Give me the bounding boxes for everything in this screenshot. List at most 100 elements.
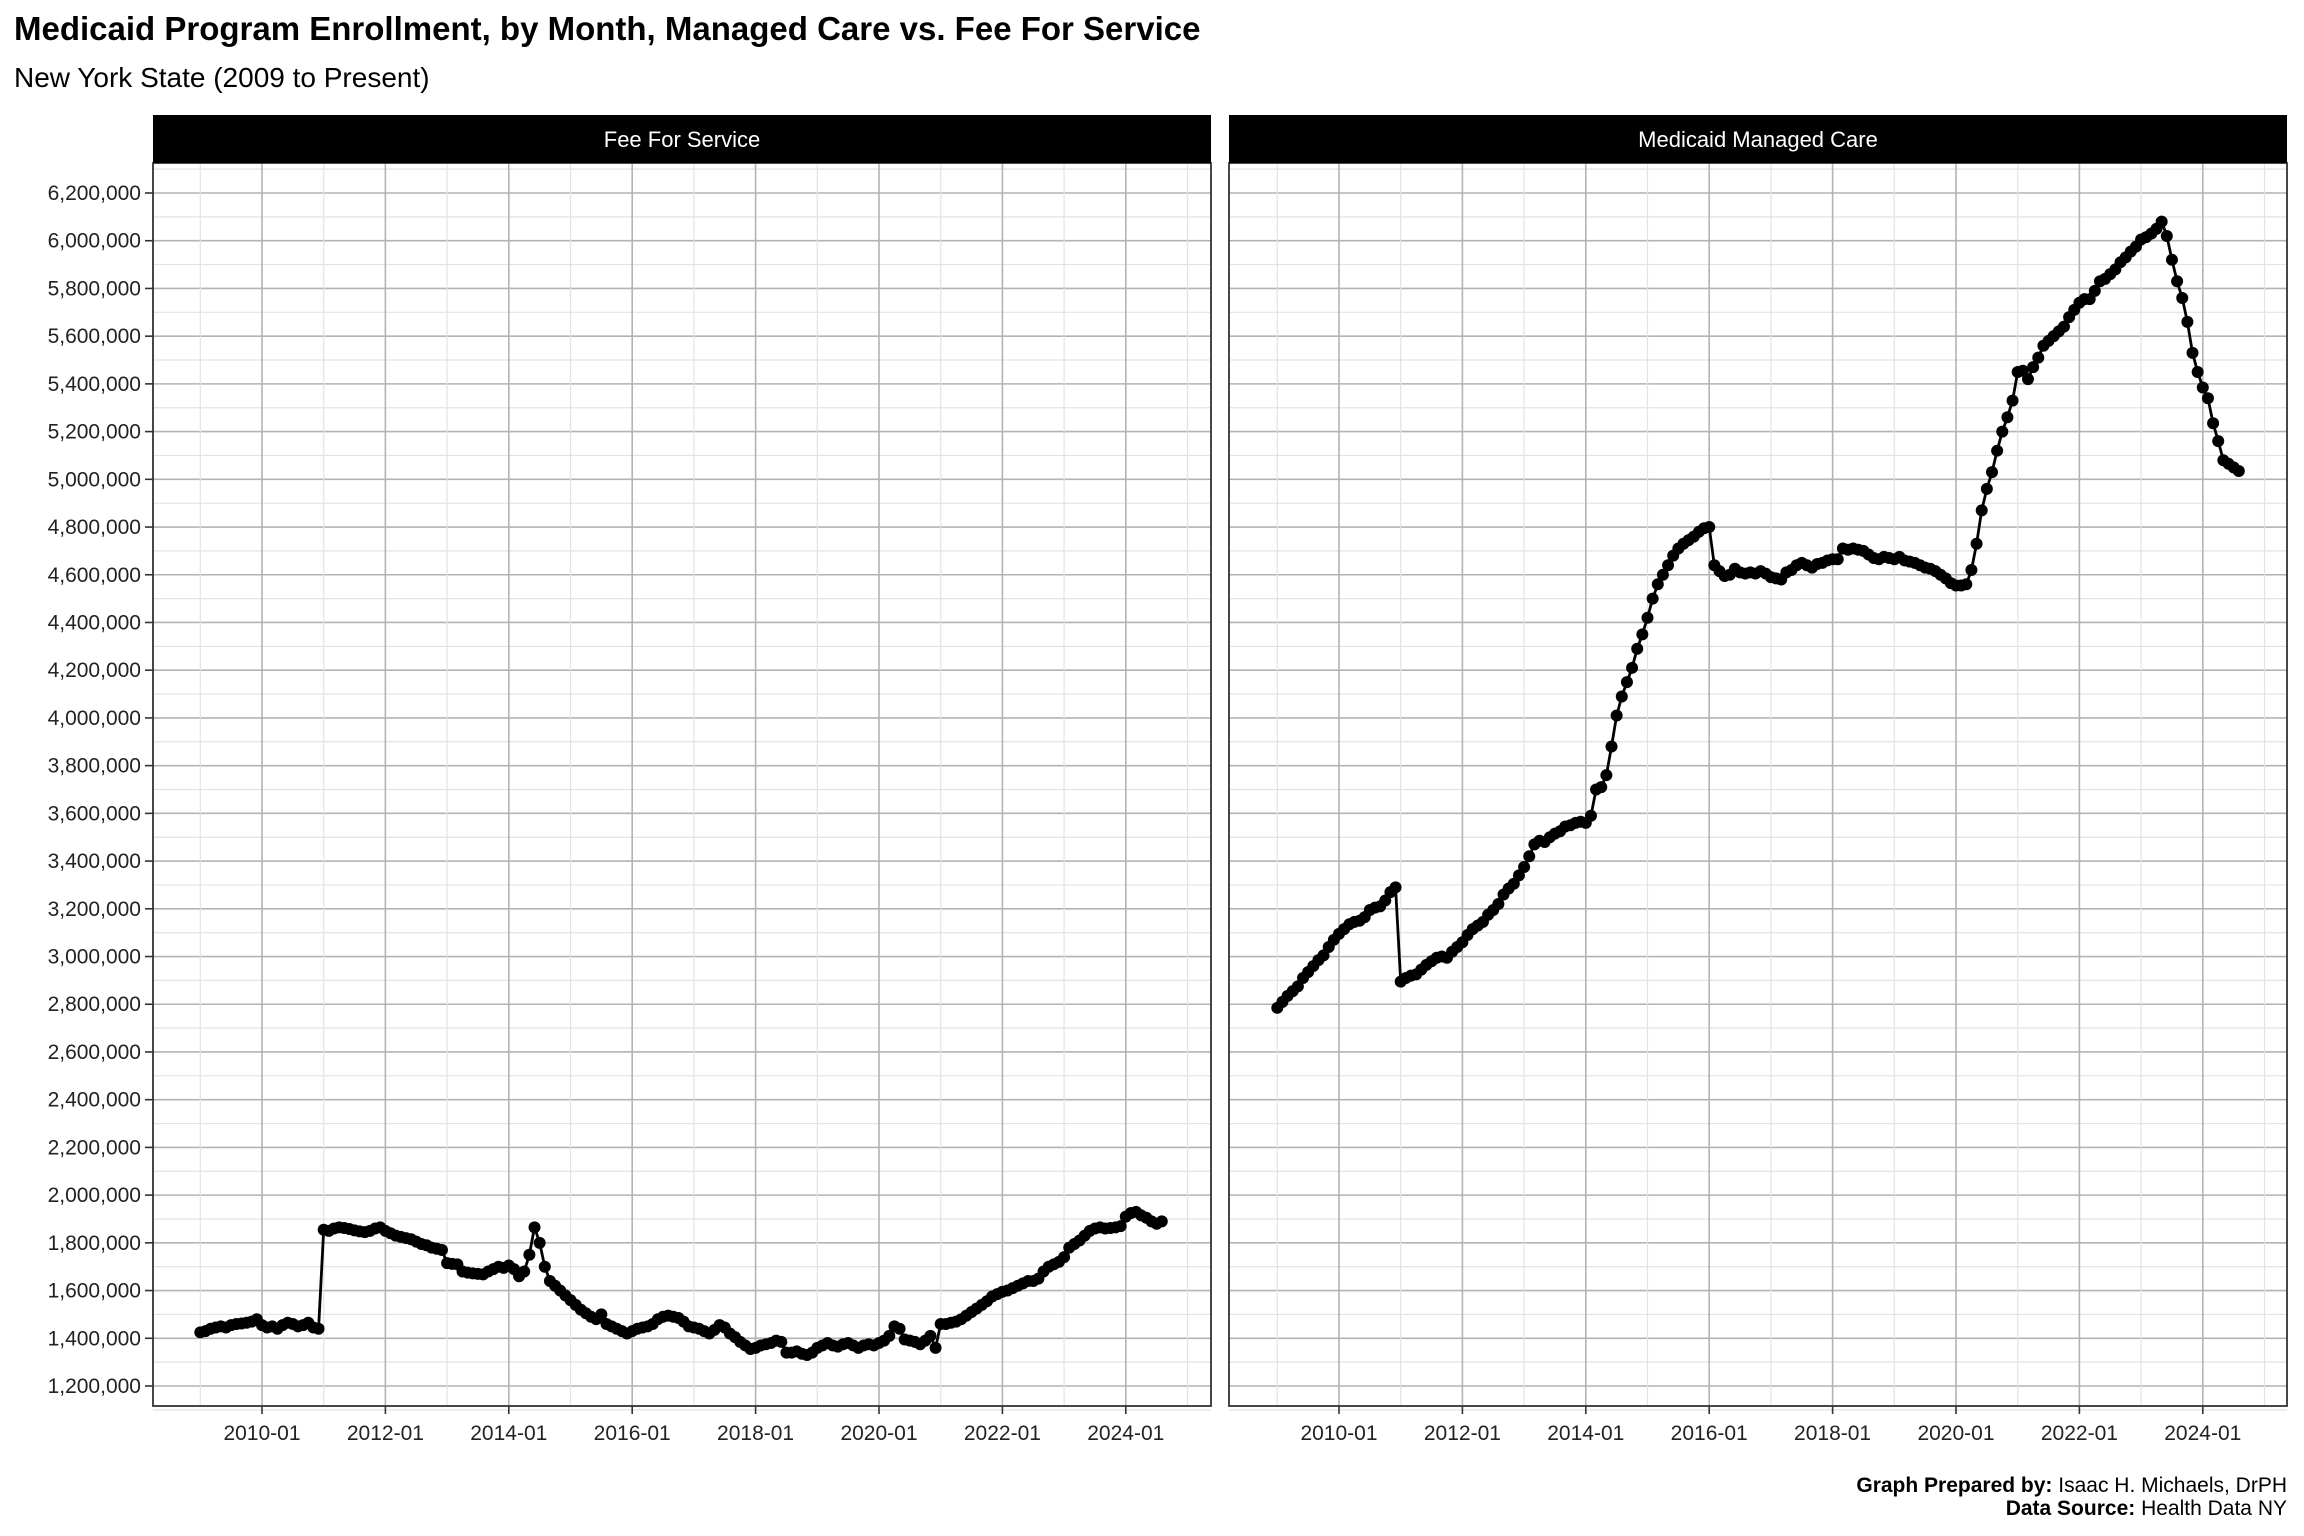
facet-strip-label: Fee For Service <box>604 127 761 152</box>
y-tick-label: 1,200,000 <box>48 1375 141 1398</box>
panel-fee-for-service: Fee For Service 2010-01 2012-01 2014-01 2016… <box>152 115 1212 1445</box>
x-tick-label: 2018-01 <box>1794 1422 1871 1445</box>
data-point <box>2165 253 2178 266</box>
data-point <box>1114 1220 1127 1233</box>
data-point <box>1523 850 1536 863</box>
data-point <box>1626 661 1639 674</box>
data-point <box>2027 361 2040 374</box>
data-point <box>2057 320 2070 333</box>
prepared-by: Graph Prepared by: Isaac H. Michaels, Dr… <box>1856 1474 2287 1498</box>
y-tick-label: 2,000,000 <box>48 1184 141 1207</box>
x-tick-label: 2022-01 <box>964 1422 1041 1445</box>
data-point <box>2191 365 2204 378</box>
x-tick-label: 2014-01 <box>470 1422 547 1445</box>
facet-strip <box>153 115 1211 163</box>
panel-background <box>1229 163 2287 1406</box>
data-point <box>2155 215 2168 228</box>
data-source: Data Source: Health Data NY <box>2006 1497 2287 1521</box>
data-point <box>1058 1251 1071 1264</box>
data-point <box>1492 898 1505 911</box>
data-point <box>1985 466 1998 479</box>
data-point <box>1991 444 2004 457</box>
chart-title: Medicaid Program Enrollment, by Month, M… <box>14 10 1201 47</box>
data-point <box>2001 411 2014 424</box>
data-point <box>2171 275 2184 288</box>
data-point <box>1970 537 1983 550</box>
data-point <box>1646 592 1659 605</box>
data-point <box>1996 425 2009 438</box>
data-point <box>533 1236 546 1249</box>
y-tick-label: 2,600,000 <box>48 1041 141 1064</box>
data-point <box>924 1329 937 1342</box>
data-point <box>2088 284 2101 297</box>
x-tick-label: 2010-01 <box>1300 1422 1377 1445</box>
x-tick-label: 2016-01 <box>594 1422 671 1445</box>
data-point <box>435 1243 448 1256</box>
y-tick-label: 5,000,000 <box>48 468 141 491</box>
y-tick-label: 2,400,000 <box>48 1089 141 1112</box>
data-point <box>2212 435 2225 448</box>
data-point <box>1605 740 1618 753</box>
data-source-label: Data Source: <box>2005 1497 2136 1520</box>
data-point <box>1965 563 1978 576</box>
y-tick-label: 1,600,000 <box>48 1280 141 1303</box>
data-point <box>1600 769 1613 782</box>
prepared-by-value: Isaac H. Michaels, DrPH <box>2052 1474 2287 1497</box>
x-tick-label: 2012-01 <box>347 1422 424 1445</box>
y-tick-label: 4,800,000 <box>48 516 141 539</box>
data-point <box>2181 315 2194 328</box>
data-point <box>1960 578 1973 591</box>
y-tick-label: 4,000,000 <box>48 707 141 730</box>
data-point <box>518 1265 531 1278</box>
data-point <box>1975 504 1988 517</box>
y-tick-label: 5,200,000 <box>48 421 141 444</box>
y-tick-label: 5,400,000 <box>48 373 141 396</box>
data-point <box>312 1322 325 1335</box>
y-tick-label: 6,200,000 <box>48 182 141 205</box>
data-point <box>1636 628 1649 641</box>
y-tick-label: 3,200,000 <box>48 898 141 921</box>
data-point <box>538 1260 551 1273</box>
x-tick-label: 2022-01 <box>2041 1422 2118 1445</box>
data-point <box>1595 781 1608 794</box>
data-point <box>1615 690 1628 703</box>
y-tick-label: 1,400,000 <box>48 1327 141 1350</box>
prepared-by-label: Graph Prepared by: <box>1856 1474 2053 1497</box>
data-point <box>2186 346 2199 359</box>
y-tick-label: 4,600,000 <box>48 564 141 587</box>
x-tick-label: 2020-01 <box>1917 1422 1994 1445</box>
data-point <box>1389 881 1402 894</box>
data-point <box>1518 861 1531 874</box>
y-tick-label: 3,000,000 <box>48 946 141 969</box>
data-source-value: Health Data NY <box>2135 1497 2287 1520</box>
facet-strip-label: Medicaid Managed Care <box>1638 127 1878 152</box>
data-point <box>1831 553 1844 566</box>
data-point <box>595 1308 608 1321</box>
x-tick-label: 2018-01 <box>717 1422 794 1445</box>
data-point <box>1656 568 1669 581</box>
data-point <box>1155 1215 1168 1228</box>
x-tick-label: 2024-01 <box>2164 1422 2241 1445</box>
data-point <box>523 1248 536 1261</box>
data-point <box>1662 559 1675 572</box>
data-point <box>1651 578 1664 591</box>
data-point <box>2176 291 2189 304</box>
data-point <box>1703 521 1716 534</box>
data-point <box>2207 417 2220 430</box>
y-tick-label: 3,400,000 <box>48 850 141 873</box>
y-tick-label: 1,800,000 <box>48 1232 141 1255</box>
chart-subtitle: New York State (2009 to Present) <box>14 62 430 93</box>
data-point <box>1584 809 1597 822</box>
data-point <box>1610 709 1623 722</box>
data-point <box>2160 229 2173 242</box>
panel-managed-care: Medicaid Managed Care 2010-01 2012-01 2014-… <box>1228 115 2288 1445</box>
facet-strip <box>1229 115 2287 163</box>
data-point <box>2232 464 2245 477</box>
y-tick-label: 2,800,000 <box>48 993 141 1016</box>
panel-background <box>153 163 1211 1406</box>
data-point <box>1620 676 1633 689</box>
x-tick-label: 2024-01 <box>1087 1422 1164 1445</box>
data-point <box>2032 351 2045 364</box>
data-point <box>2006 394 2019 407</box>
